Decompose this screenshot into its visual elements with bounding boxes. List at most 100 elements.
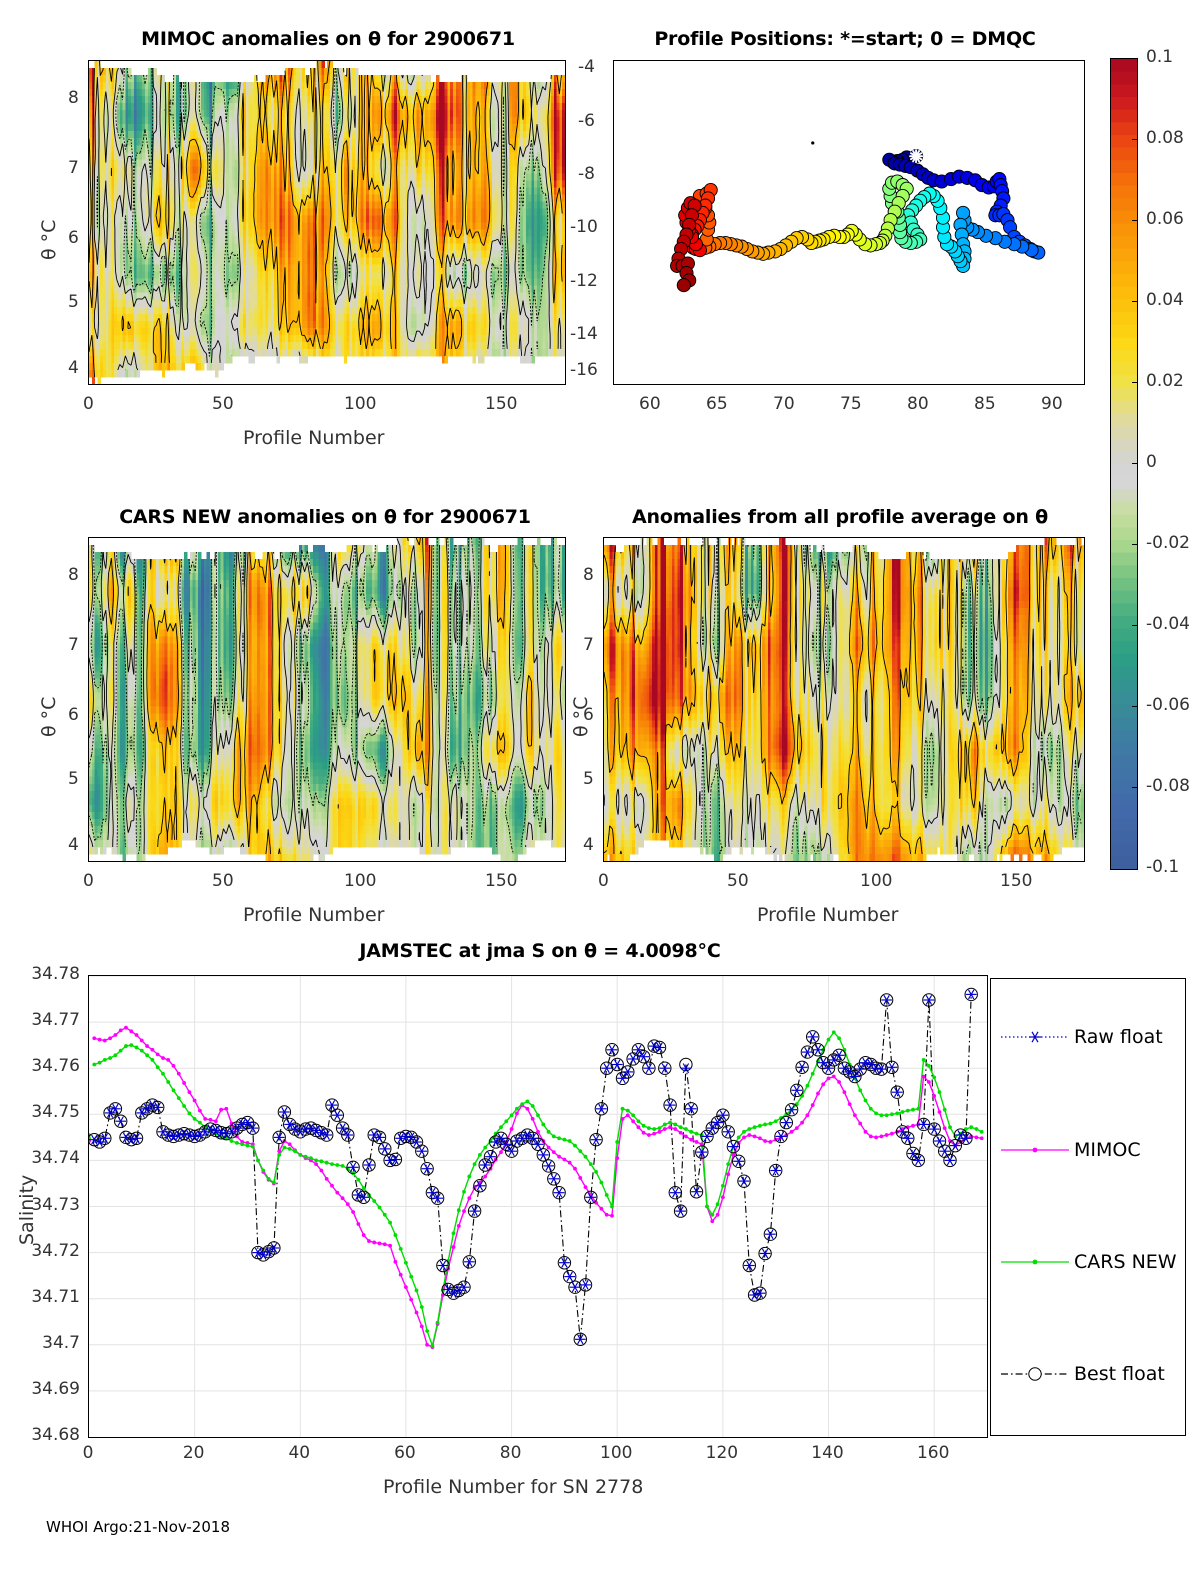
salinity-panel-title: JAMSTEC at jma S on θ = 4.0098°C <box>310 940 770 962</box>
salinity-ytick-0: 34.78 <box>0 964 80 984</box>
salinity-xtick-1: 20 <box>164 1443 224 1463</box>
positions-ytick-m12: -12 <box>570 271 598 291</box>
colorbar-tick-mark <box>1132 301 1138 302</box>
mimoc-ytick-4: 4 <box>68 358 79 378</box>
colorbar-tick-label-9: -0.08 <box>1146 776 1190 796</box>
positions-panel-title: Profile Positions: *=start; 0 = DMQC <box>600 28 1090 50</box>
mimoc-ytick-5: 5 <box>68 292 79 312</box>
salinity-ytick-1: 34.77 <box>0 1010 80 1030</box>
cars-xtick-100: 100 <box>344 871 376 891</box>
legend-label-cars-new: CARS NEW <box>1074 1251 1177 1273</box>
salinity-ytick-8: 34.7 <box>0 1333 80 1353</box>
salinity-xtick-6: 120 <box>692 1443 752 1463</box>
salinity-ytick-7: 34.71 <box>0 1287 80 1307</box>
legend-label-raw-float: Raw float <box>1074 1026 1163 1048</box>
salinity-xtick-0: 0 <box>58 1443 118 1463</box>
colorbar-tick-mark <box>1132 625 1138 626</box>
positions-ytick-m4: -4 <box>578 57 595 77</box>
mimoc-panel-title: MIMOC anomalies on θ for 2900671 <box>88 28 568 50</box>
colorbar-tick-label-3: 0.04 <box>1146 290 1184 310</box>
allavg-xtick-100: 100 <box>860 871 892 891</box>
salinity-ytick-6: 34.72 <box>0 1241 80 1261</box>
cars-xtick-150: 150 <box>485 871 517 891</box>
positions-xtick-85: 85 <box>974 394 996 414</box>
cars-xtick-50: 50 <box>212 871 234 891</box>
allavg-xtick-50: 50 <box>727 871 749 891</box>
salinity-xtick-2: 40 <box>269 1443 329 1463</box>
colorbar-tick-mark <box>1132 787 1138 788</box>
salinity-timeseries-plot <box>88 975 988 1438</box>
profile-positions-plot <box>613 60 1085 385</box>
positions-xtick-75: 75 <box>840 394 862 414</box>
colorbar-tick-label-6: -0.02 <box>1146 533 1190 553</box>
positions-ytick-m14: -14 <box>570 324 598 344</box>
mimoc-xtick-100: 100 <box>344 394 376 414</box>
cars-panel-title: CARS NEW anomalies on θ for 2900671 <box>75 506 575 528</box>
mimoc-xtick-0: 0 <box>83 394 94 414</box>
mimoc-y-axis-label: θ °C <box>38 220 60 260</box>
positions-xtick-90: 90 <box>1041 394 1063 414</box>
mimoc-ytick-7: 7 <box>68 158 79 178</box>
positions-xtick-80: 80 <box>907 394 929 414</box>
salinity-x-axis-label: Profile Number for SN 2778 <box>383 1476 643 1498</box>
positions-ytick-m8: -8 <box>578 164 595 184</box>
allavg-xtick-150: 150 <box>1000 871 1032 891</box>
colorbar-tick-label-8: -0.06 <box>1146 695 1190 715</box>
positions-xtick-60: 60 <box>639 394 661 414</box>
salinity-xtick-5: 100 <box>586 1443 646 1463</box>
salinity-ytick-5: 34.73 <box>0 1195 80 1215</box>
cars-anomaly-plot <box>88 537 566 862</box>
cars-ytick-4: 4 <box>68 835 79 855</box>
mimoc-xtick-50: 50 <box>212 394 234 414</box>
salinity-xtick-7: 140 <box>798 1443 858 1463</box>
salinity-xtick-8: 160 <box>903 1443 963 1463</box>
salinity-ytick-9: 34.69 <box>0 1379 80 1399</box>
allavg-ytick-4: 4 <box>583 835 594 855</box>
positions-ytick-m6: -6 <box>578 111 595 131</box>
allavg-ytick-6: 6 <box>583 705 594 725</box>
colorbar-tick-mark <box>1132 382 1138 383</box>
cars-ytick-6: 6 <box>68 705 79 725</box>
colorbar-tick-mark <box>1132 463 1138 464</box>
allavg-ytick-7: 7 <box>583 635 594 655</box>
mimoc-ytick-6: 6 <box>68 228 79 248</box>
positions-ytick-m10: -10 <box>570 217 598 237</box>
colorbar-tick-label-2: 0.06 <box>1146 209 1184 229</box>
colorbar-tick-label-1: 0.08 <box>1146 128 1184 148</box>
cars-ytick-5: 5 <box>68 769 79 789</box>
salinity-ytick-4: 34.74 <box>0 1148 80 1168</box>
cars-x-axis-label: Profile Number <box>243 904 384 926</box>
colorbar-tick-label-10: -0.1 <box>1146 857 1179 877</box>
cars-ytick-8: 8 <box>68 565 79 585</box>
colorbar-tick-label-7: -0.04 <box>1146 614 1190 634</box>
positions-xtick-70: 70 <box>773 394 795 414</box>
mimoc-x-axis-label: Profile Number <box>243 427 384 449</box>
anomaly-colorbar <box>1110 58 1138 870</box>
figure-footer: WHOI Argo:21-Nov-2018 <box>46 1518 230 1536</box>
salinity-ytick-10: 34.68 <box>0 1425 80 1445</box>
salinity-xtick-3: 60 <box>375 1443 435 1463</box>
allavg-panel-title: Anomalies from all profile average on θ <box>580 506 1100 528</box>
cars-xtick-0: 0 <box>83 871 94 891</box>
allavg-xtick-0: 0 <box>598 871 609 891</box>
salinity-legend <box>990 978 1186 1436</box>
allavg-ytick-8: 8 <box>583 565 594 585</box>
colorbar-tick-mark <box>1132 220 1138 221</box>
legend-label-mimoc: MIMOC <box>1074 1139 1141 1161</box>
legend-label-best-float: Best float <box>1074 1363 1165 1385</box>
salinity-ytick-3: 34.75 <box>0 1102 80 1122</box>
cars-ytick-7: 7 <box>68 635 79 655</box>
salinity-ytick-2: 34.76 <box>0 1056 80 1076</box>
cars-y-axis-label: θ °C <box>38 697 60 737</box>
colorbar-tick-label-5: 0 <box>1146 452 1157 472</box>
colorbar-tick-label-0: 0.1 <box>1146 47 1173 67</box>
colorbar-tick-mark <box>1132 706 1138 707</box>
mimoc-ytick-8: 8 <box>68 88 79 108</box>
positions-xtick-65: 65 <box>706 394 728 414</box>
mimoc-anomaly-plot <box>88 60 566 385</box>
colorbar-tick-label-4: 0.02 <box>1146 371 1184 391</box>
positions-ytick-m16: -16 <box>570 360 598 380</box>
colorbar-tick-mark <box>1132 544 1138 545</box>
allavg-x-axis-label: Profile Number <box>757 904 898 926</box>
